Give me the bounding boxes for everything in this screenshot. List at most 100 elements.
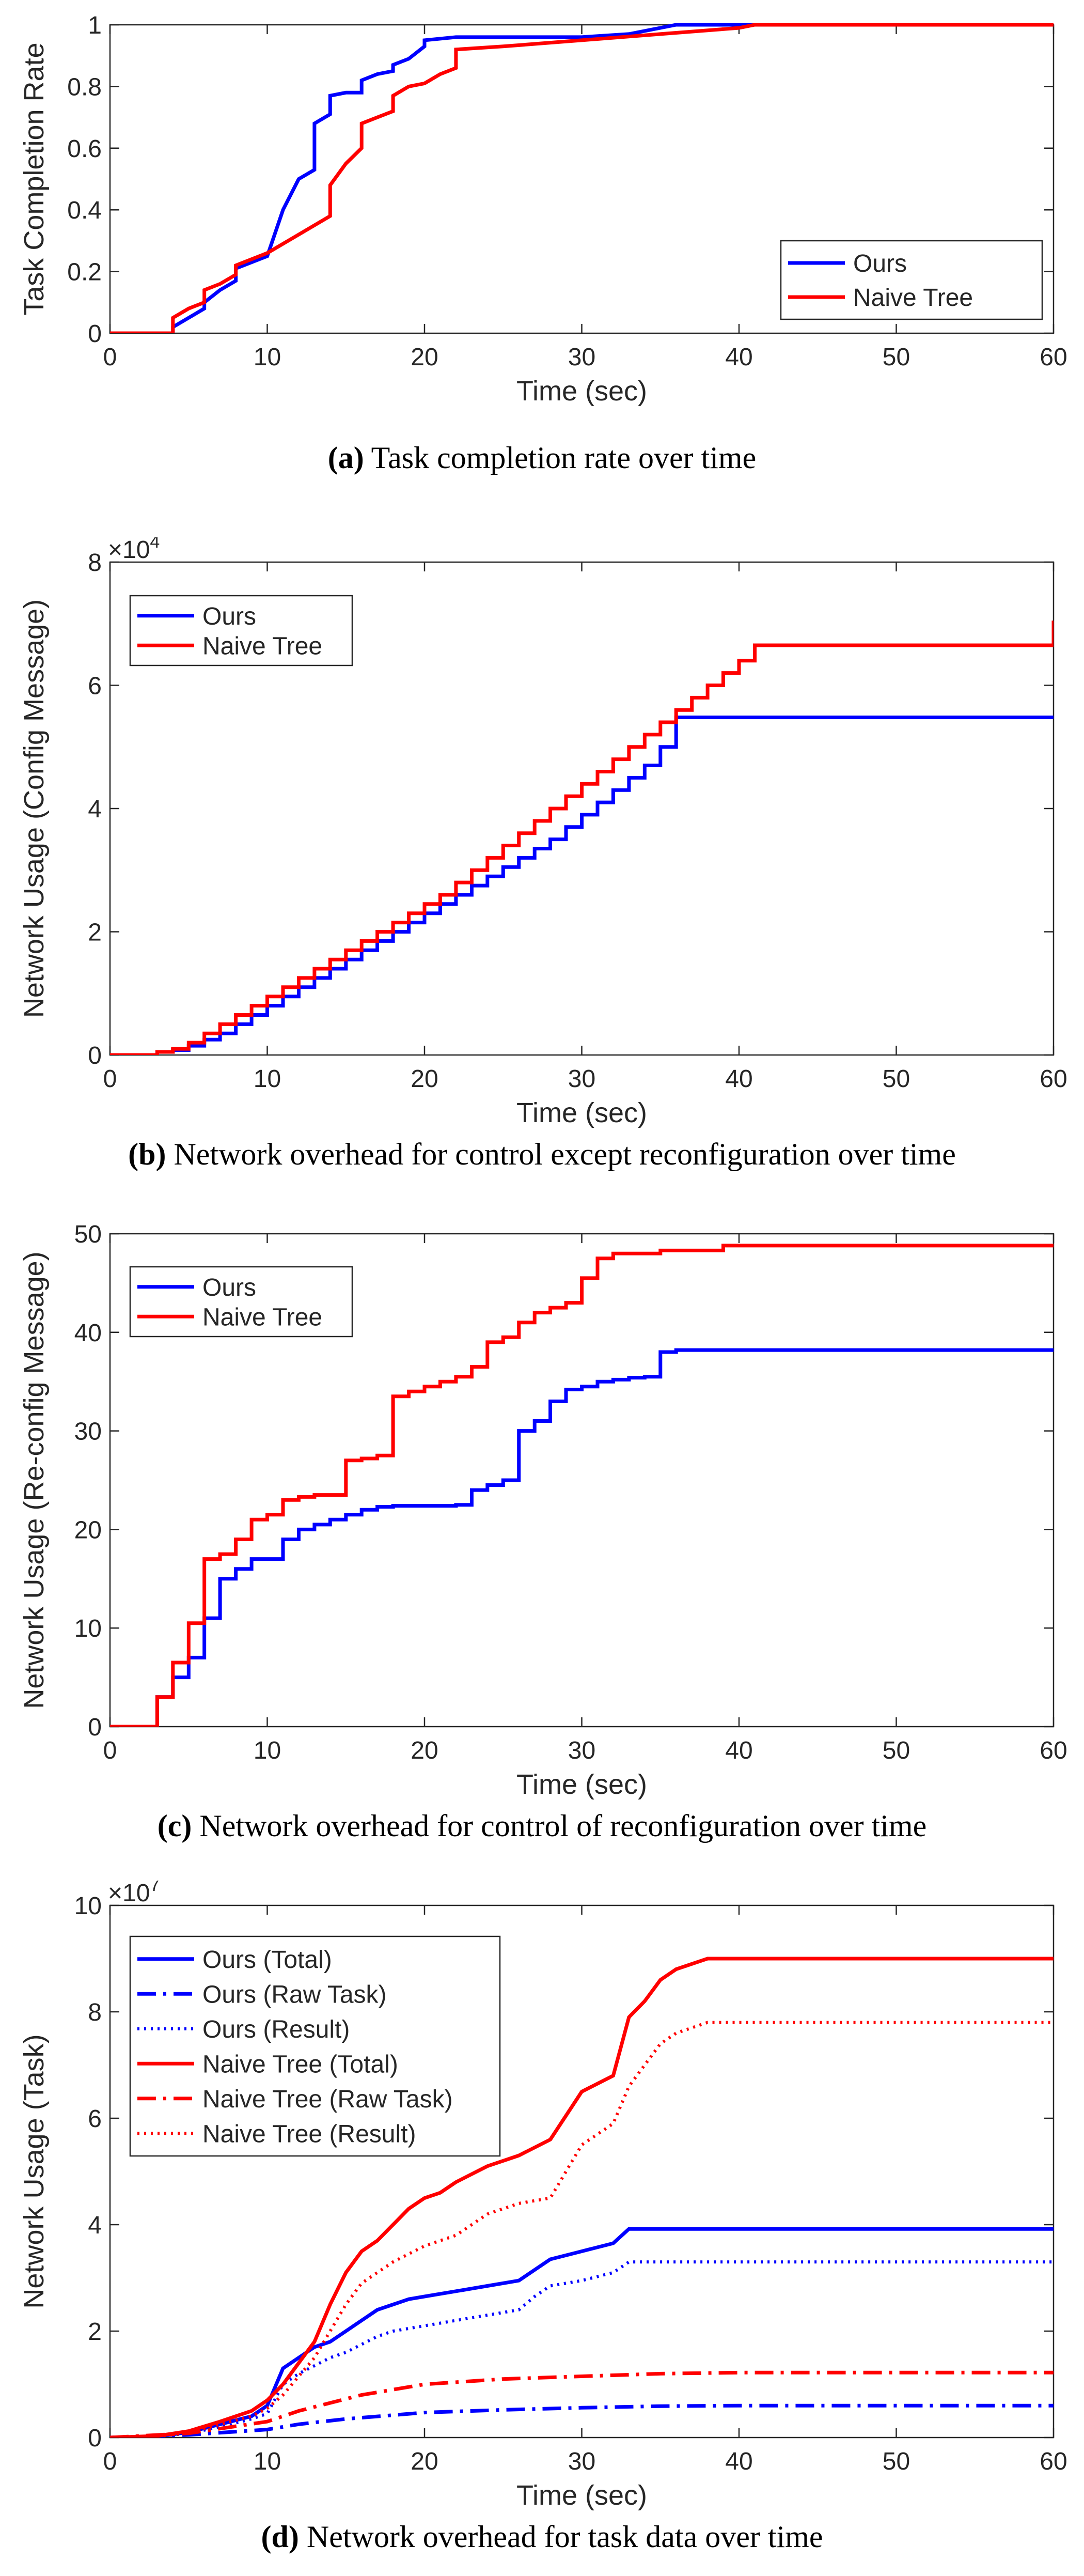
- x-tick-label-b-6: 60: [1040, 1065, 1067, 1093]
- y-tick-label-c-1: 10: [74, 1615, 102, 1642]
- y-tick-label-c-0: 0: [88, 1714, 102, 1741]
- y-tick-label-d-2: 4: [88, 2212, 102, 2239]
- y-tick-label-d-0: 0: [88, 2425, 102, 2452]
- x-tick-label-d-5: 50: [883, 2448, 910, 2475]
- caption-c-text: Network overhead for control of reconfig…: [192, 1809, 927, 1843]
- y-tick-label-b-0: 0: [88, 1042, 102, 1069]
- x-tick-label-c-1: 10: [254, 1737, 281, 1764]
- x-tick-label-d-0: 0: [103, 2448, 117, 2475]
- legend-c: [129, 1266, 353, 1338]
- legend-label-d-5: Naive Tree (Result): [202, 2120, 416, 2148]
- series-c-1: [110, 1244, 1054, 1727]
- y-axis-label-b: Network Usage (Config Message): [19, 599, 50, 1018]
- x-tick-label-c-4: 40: [725, 1737, 752, 1764]
- x-tick-label-d-3: 30: [568, 2448, 595, 2475]
- y-tick-label-a-0: 0: [88, 320, 102, 348]
- y-tick-label-c-2: 20: [74, 1516, 102, 1544]
- caption-a-label: (a): [327, 441, 364, 475]
- chart-a: 0 10 20 30 40 50 60 0 0.2 0.4 0.6 0.8 1 Time (sec) Tas…: [19, 12, 1067, 407]
- series-d-0: [110, 2227, 1054, 2438]
- x-tick-label-b-3: 30: [568, 1065, 595, 1093]
- chart-b: 0 10 20 30 40 50 60 0 2 4 6 8 ×104 Time (sec) Network …: [19, 537, 1067, 1128]
- caption-d-text: Network overhead for task data over time: [299, 2520, 823, 2554]
- x-tick-label-c-3: 30: [568, 1737, 595, 1764]
- x-tick-label-d-4: 40: [725, 2448, 752, 2475]
- legend-label-d-3: Naive Tree (Total): [202, 2051, 398, 2078]
- y-tick-label-a-2: 0.4: [67, 197, 102, 224]
- caption-d-label: (d): [261, 2520, 299, 2554]
- x-tick-label-b-4: 40: [725, 1065, 752, 1093]
- y-tick-label-d-5: 10: [74, 1892, 102, 1920]
- legend-label-d-0: Ours (Total): [202, 1946, 332, 1974]
- y-tick-label-c-4: 40: [74, 1320, 102, 1347]
- x-axis-label-c: Time (sec): [516, 1769, 647, 1800]
- legend-label-c-0: Ours: [202, 1274, 256, 1301]
- y-tick-label-a-4: 0.8: [67, 73, 102, 101]
- x-tick-label-b-1: 10: [254, 1065, 281, 1093]
- series-c-0: [110, 1348, 1054, 1727]
- series-b-1: [110, 620, 1054, 1055]
- x-tick-label-a-2: 20: [411, 344, 438, 371]
- x-axis-label-d: Time (sec): [516, 2480, 647, 2511]
- y-tick-label-b-1: 2: [88, 919, 102, 946]
- caption-b-label: (b): [128, 1137, 166, 1171]
- x-tick-label-a-1: 10: [254, 344, 281, 371]
- legend-label-d-1: Ours (Raw Task): [202, 1981, 387, 2008]
- caption-a-text: Task completion rate over time: [364, 441, 757, 475]
- legend-label-a-1: Naive Tree: [853, 284, 973, 312]
- x-tick-label-d-6: 60: [1040, 2448, 1067, 2475]
- x-tick-label-a-5: 50: [883, 344, 910, 371]
- caption-c-label: (c): [157, 1809, 192, 1843]
- x-tick-label-c-0: 0: [103, 1737, 117, 1764]
- y-tick-label-b-3: 6: [88, 673, 102, 700]
- series-a-0: [110, 23, 1054, 333]
- legend-d: [129, 1935, 501, 2157]
- x-tick-label-a-6: 60: [1040, 344, 1067, 371]
- x-tick-label-b-2: 20: [411, 1065, 438, 1093]
- series-a-1: [110, 23, 1054, 333]
- y-tick-label-b-4: 8: [88, 549, 102, 577]
- caption-d: (d) Network overhead for task data over …: [0, 2519, 1084, 2555]
- legend-label-d-2: Ours (Result): [202, 2016, 350, 2043]
- x-tick-label-c-2: 20: [411, 1737, 438, 1764]
- panel-b: 0 10 20 30 40 50 60 0 2 4 6 8 ×104 Time (sec) Network …: [0, 537, 1084, 1209]
- legend-a: [780, 240, 1043, 320]
- y-tick-label-c-5: 50: [74, 1221, 102, 1248]
- x-axis-label-a: Time (sec): [516, 376, 647, 407]
- y-tick-label-a-1: 0.2: [67, 259, 102, 286]
- y-axis-label-d: Network Usage (Task): [19, 2034, 50, 2308]
- x-tick-label-a-4: 40: [725, 344, 752, 371]
- x-tick-label-c-5: 50: [883, 1737, 910, 1764]
- series-d-4: [110, 2370, 1054, 2438]
- y-tick-label-a-5: 1: [88, 12, 102, 39]
- y-tick-label-a-3: 0.6: [67, 135, 102, 163]
- y-tick-label-d-3: 6: [88, 2105, 102, 2133]
- series-b-0: [110, 716, 1054, 1055]
- series-d-3: [110, 1957, 1054, 2438]
- caption-b-text: Network overhead for control except reco…: [166, 1137, 956, 1171]
- legend-label-c-1: Naive Tree: [202, 1303, 322, 1331]
- x-tick-label-a-3: 30: [568, 344, 595, 371]
- series-d-1: [110, 2403, 1054, 2438]
- exponent-label-d: ×107: [108, 1881, 160, 1907]
- x-tick-label-d-2: 20: [411, 2448, 438, 2475]
- y-tick-label-c-3: 30: [74, 1418, 102, 1446]
- x-tick-label-c-6: 60: [1040, 1737, 1067, 1764]
- legend-label-b-0: Ours: [202, 603, 256, 630]
- y-axis-label-c: Network Usage (Re-config Message): [19, 1251, 50, 1709]
- panel-c: 0 10 20 30 40 50 60 0 10 20 30 40 50 Time (sec) Networ…: [0, 1209, 1084, 1881]
- y-tick-label-d-1: 2: [88, 2318, 102, 2346]
- exponent-label-b: ×104: [108, 537, 160, 564]
- chart-c: 0 10 20 30 40 50 60 0 10 20 30 40 50 Time (sec) Networ…: [19, 1221, 1067, 1800]
- caption-a: (a) Task completion rate over time: [0, 440, 1084, 476]
- x-tick-label-d-1: 10: [254, 2448, 281, 2475]
- x-tick-label-b-5: 50: [883, 1065, 910, 1093]
- y-tick-label-b-2: 4: [88, 796, 102, 823]
- caption-c: (c) Network overhead for control of reco…: [0, 1808, 1084, 1844]
- series-d-2: [110, 2260, 1054, 2438]
- x-tick-label-a-0: 0: [103, 344, 117, 371]
- legend-b: [129, 595, 353, 666]
- legend-label-a-0: Ours: [853, 250, 907, 277]
- legend-label-d-4: Naive Tree (Raw Task): [202, 2086, 453, 2113]
